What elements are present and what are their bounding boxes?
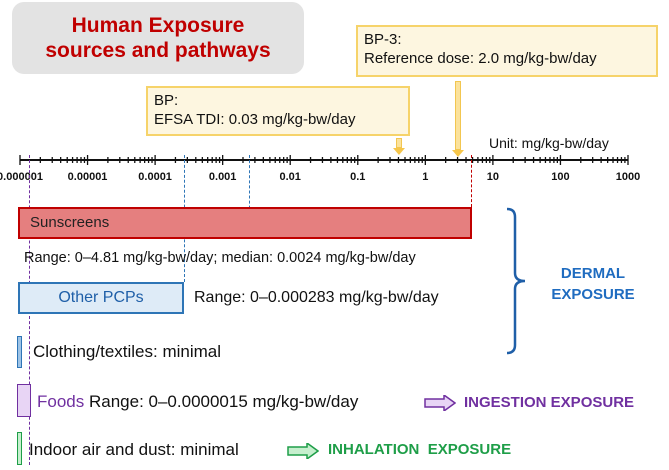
bp-arrow-down-icon — [393, 148, 405, 155]
title-line2: sources and pathways — [45, 39, 271, 62]
bp3-reference-note: BP-3: Reference dose: 2.0 mg/kg-bw/day — [356, 25, 658, 77]
bp-note-value: EFSA TDI: 0.03 mg/kg-bw/day — [154, 111, 356, 128]
bp3-arrow-down-icon — [452, 150, 464, 157]
clothing-label: Clothing/textiles: minimal — [33, 342, 222, 361]
foods-row: Foods Range: 0–0.0000015 mg/kg-bw/day — [37, 392, 358, 412]
dermal-brace-icon — [506, 207, 526, 355]
other-pcps-label: Other PCPs — [58, 289, 144, 306]
sunscreens-label: Sunscreens — [30, 214, 110, 231]
axis-tick-label: 100 — [551, 171, 570, 183]
axis-tick-label: 0.00001 — [67, 171, 108, 183]
sunscreens-bar: Sunscreens — [18, 207, 472, 239]
axis-tick-label: 0.000001 — [0, 171, 43, 183]
dermal-line1: DERMAL — [560, 265, 626, 282]
log-axis — [19, 155, 629, 165]
sunscreen-median-marker-line — [249, 155, 250, 239]
dermal-line2: EXPOSURE — [551, 286, 635, 303]
clothing-bar — [17, 336, 22, 368]
axis-tick-label: 0.001 — [208, 171, 237, 183]
bp-note-title: BP: — [154, 92, 179, 109]
axis-tick-label: 1 — [422, 171, 429, 183]
bp3-note-title: BP-3: — [364, 31, 402, 48]
ingestion-arrow-icon — [424, 395, 456, 411]
bp-arrow-shaft — [396, 138, 402, 148]
foods-bar — [17, 384, 31, 417]
bp3-note-value: Reference dose: 2.0 mg/kg-bw/day — [364, 50, 597, 67]
inhalation-arrow-icon — [287, 443, 319, 459]
title-box: Human Exposure sources and pathways — [12, 2, 304, 74]
axis-tick-label: 0.01 — [279, 171, 301, 183]
ingestion-exposure-label: INGESTION EXPOSURE — [464, 394, 635, 411]
sunscreens-range: Range: 0–4.81 mg/kg-bw/day; median: 0.00… — [24, 250, 416, 266]
bp3-arrow-shaft — [455, 81, 461, 150]
axis-tick-label: 10 — [486, 171, 499, 183]
dermal-exposure-label: DERMAL EXPOSURE — [543, 263, 643, 305]
foods-label: Foods — [37, 392, 85, 411]
other-pcps-range: Range: 0–0.000283 mg/kg-bw/day — [194, 289, 439, 306]
indoor-air-bar — [17, 432, 22, 465]
bp-tdi-note: BP: EFSA TDI: 0.03 mg/kg-bw/day — [146, 86, 410, 136]
axis-tick-label: 0.0001 — [138, 171, 172, 183]
sunscreen-max-marker-line — [471, 155, 472, 207]
axis-tick-label: 1000 — [615, 171, 641, 183]
other-pcps-box: Other PCPs — [18, 282, 184, 314]
axis-tick-label: 0.1 — [350, 171, 366, 183]
unit-label: Unit: mg/kg-bw/day — [489, 135, 609, 151]
foods-range: Range: 0–0.0000015 mg/kg-bw/day — [88, 392, 359, 411]
indoor-air-label: Indoor air and dust: minimal — [29, 440, 239, 459]
inhalation-exposure-label: INHALATION EXPOSURE — [328, 441, 512, 458]
title-line1: Human Exposure — [71, 14, 245, 37]
